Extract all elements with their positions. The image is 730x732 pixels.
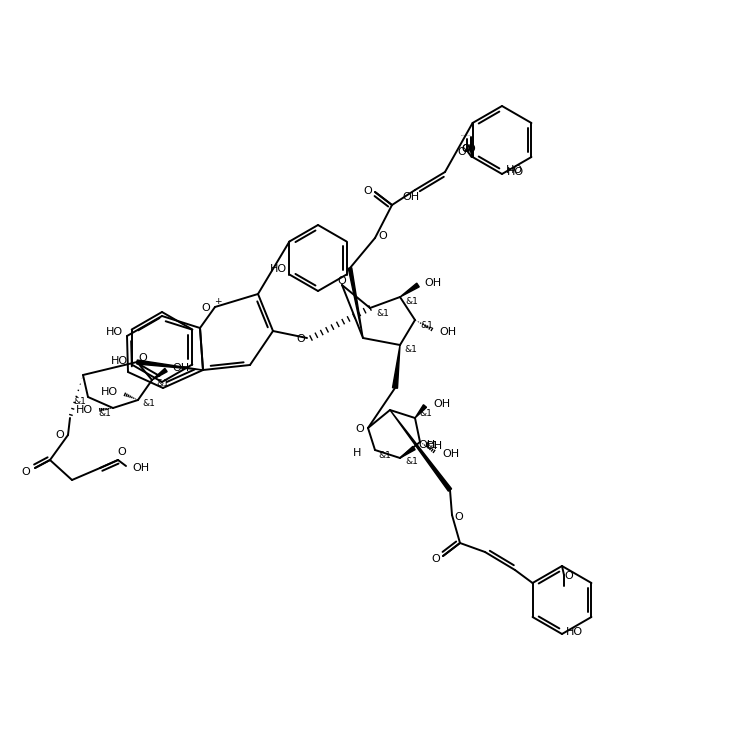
Text: &1: &1 [156, 378, 169, 387]
Text: O: O [337, 276, 346, 286]
Text: &1: &1 [404, 346, 417, 354]
Text: &1: &1 [376, 308, 389, 318]
Polygon shape [348, 268, 363, 338]
Text: HO: HO [566, 627, 583, 637]
Text: H: H [353, 448, 361, 458]
Text: O: O [431, 554, 440, 564]
Polygon shape [400, 447, 415, 458]
Text: O: O [458, 147, 466, 157]
Polygon shape [152, 368, 167, 380]
Text: O: O [364, 186, 372, 196]
Text: O: O [21, 467, 30, 477]
Text: O: O [356, 424, 364, 434]
Text: OH: OH [439, 327, 456, 337]
Text: O: O [296, 334, 305, 344]
Text: OH: OH [132, 463, 149, 473]
Text: OH: OH [418, 440, 435, 450]
Text: O: O [462, 144, 471, 154]
Text: &1: &1 [405, 297, 418, 307]
Text: HO: HO [76, 405, 93, 415]
Text: O: O [118, 447, 126, 457]
Text: OH: OH [425, 441, 442, 451]
Text: O: O [454, 512, 463, 522]
Text: &1: &1 [98, 408, 111, 417]
Text: +: + [214, 296, 221, 305]
Text: OH: OH [424, 278, 441, 288]
Text: HO: HO [270, 264, 288, 274]
Polygon shape [400, 283, 419, 297]
Text: O: O [55, 430, 64, 440]
Text: &1: &1 [73, 397, 86, 406]
Text: O: O [466, 144, 475, 154]
Text: OH: OH [172, 363, 189, 373]
Text: O: O [564, 571, 573, 581]
Text: OH: OH [402, 192, 419, 202]
Text: HO: HO [506, 165, 523, 175]
Text: OH: OH [433, 399, 450, 409]
Polygon shape [390, 410, 452, 491]
Text: &1: &1 [425, 441, 438, 450]
Polygon shape [137, 360, 203, 370]
Text: OH: OH [442, 449, 459, 459]
Text: HO: HO [106, 327, 123, 337]
Text: HO: HO [507, 167, 524, 177]
Text: &1: &1 [420, 321, 433, 329]
Text: O: O [378, 231, 387, 241]
Text: O: O [462, 144, 471, 154]
Text: HO: HO [110, 356, 128, 365]
Text: &1: &1 [405, 458, 418, 466]
Polygon shape [393, 345, 400, 388]
Text: HO: HO [101, 387, 118, 397]
Text: &1: &1 [142, 398, 155, 408]
Text: &1: &1 [378, 450, 391, 460]
Polygon shape [415, 405, 426, 418]
Text: O: O [201, 303, 210, 313]
Text: O: O [138, 353, 147, 363]
Text: &1: &1 [419, 408, 432, 417]
